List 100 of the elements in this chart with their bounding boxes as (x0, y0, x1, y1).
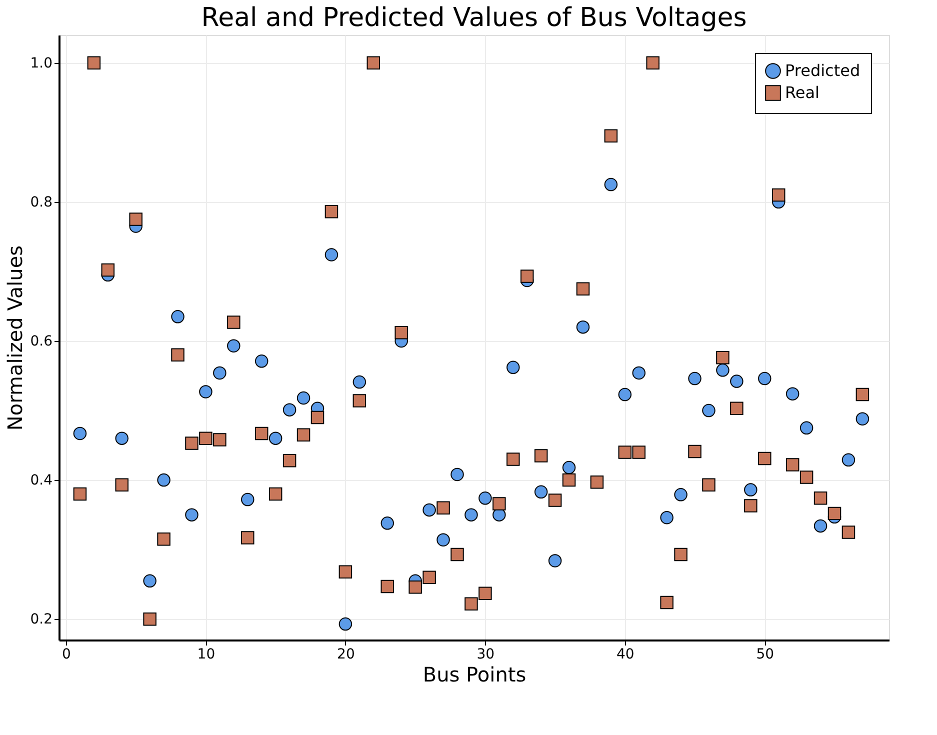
point (478, 586, 492, 600)
point (87, 56, 101, 70)
point (618, 388, 632, 402)
point (143, 574, 156, 588)
point (227, 339, 240, 352)
point (660, 510, 674, 524)
point (856, 388, 870, 402)
point (632, 366, 646, 380)
point (380, 516, 394, 530)
point (254, 426, 268, 440)
point (185, 436, 198, 450)
point (534, 449, 548, 462)
point (394, 326, 408, 340)
point (199, 385, 212, 398)
point (338, 565, 352, 578)
point (115, 478, 128, 492)
point (129, 212, 142, 226)
chart-title: Real and Predicted Values of Bus Voltages (201, 3, 747, 33)
point (352, 394, 366, 408)
point (758, 372, 772, 386)
point (478, 492, 492, 505)
point (464, 508, 478, 522)
point (576, 320, 590, 334)
x-tick-label: 0 (62, 646, 71, 662)
point (772, 188, 786, 202)
point (758, 452, 772, 466)
point (842, 526, 856, 539)
point (856, 412, 870, 426)
point (618, 446, 632, 459)
point (828, 506, 842, 520)
point (520, 270, 534, 283)
point (506, 452, 520, 466)
point (296, 391, 310, 405)
point (241, 531, 254, 544)
y-tick-label: 0.4 (30, 472, 53, 489)
point (380, 580, 394, 594)
point (199, 432, 212, 445)
x-axis-title: Bus Points (422, 662, 526, 686)
point (702, 404, 716, 418)
point (744, 499, 758, 512)
point (548, 494, 562, 507)
point (786, 387, 800, 400)
point (422, 503, 436, 517)
point (157, 532, 170, 546)
point (115, 432, 129, 445)
point (436, 501, 450, 514)
point (213, 433, 226, 446)
point (436, 533, 450, 546)
point (562, 473, 576, 487)
point (157, 473, 170, 487)
point (464, 597, 478, 610)
point (814, 492, 828, 505)
point (604, 178, 618, 192)
point (338, 617, 352, 631)
legend-label: Predicted (785, 61, 860, 80)
point (534, 485, 548, 498)
point (506, 360, 520, 374)
point (310, 410, 324, 424)
point (674, 548, 688, 562)
point (73, 426, 87, 440)
point (674, 488, 688, 502)
point (814, 519, 828, 533)
y-tick-label: 1.0 (30, 55, 52, 72)
point (143, 612, 156, 626)
point (213, 366, 226, 380)
point (800, 421, 814, 435)
point (842, 453, 856, 467)
x-tick-label: 20 (337, 646, 355, 662)
point (688, 372, 702, 386)
point (352, 375, 366, 389)
point (101, 263, 115, 277)
x-tick-label: 30 (476, 646, 495, 662)
point (254, 354, 268, 368)
point (632, 446, 646, 459)
point (590, 476, 604, 489)
point (450, 548, 464, 562)
point (800, 470, 814, 484)
point (296, 428, 310, 442)
point (730, 374, 744, 388)
point (366, 56, 380, 70)
point (282, 454, 296, 468)
point (786, 458, 800, 472)
point (450, 468, 464, 482)
point (716, 364, 730, 377)
point (548, 554, 562, 568)
point (660, 596, 674, 610)
point (282, 403, 296, 416)
x-tick-label: 50 (756, 646, 774, 662)
point (576, 282, 590, 296)
y-axis-title: Normalized Values (3, 245, 28, 431)
point (171, 348, 184, 362)
point (268, 487, 282, 501)
point (227, 316, 240, 329)
point (646, 56, 660, 70)
y-tick-label: 0.2 (30, 612, 52, 628)
legend-label: Real (785, 83, 820, 102)
point (702, 478, 716, 492)
y-tick-label: 0.8 (30, 194, 52, 210)
point (492, 497, 506, 510)
point (716, 351, 730, 364)
